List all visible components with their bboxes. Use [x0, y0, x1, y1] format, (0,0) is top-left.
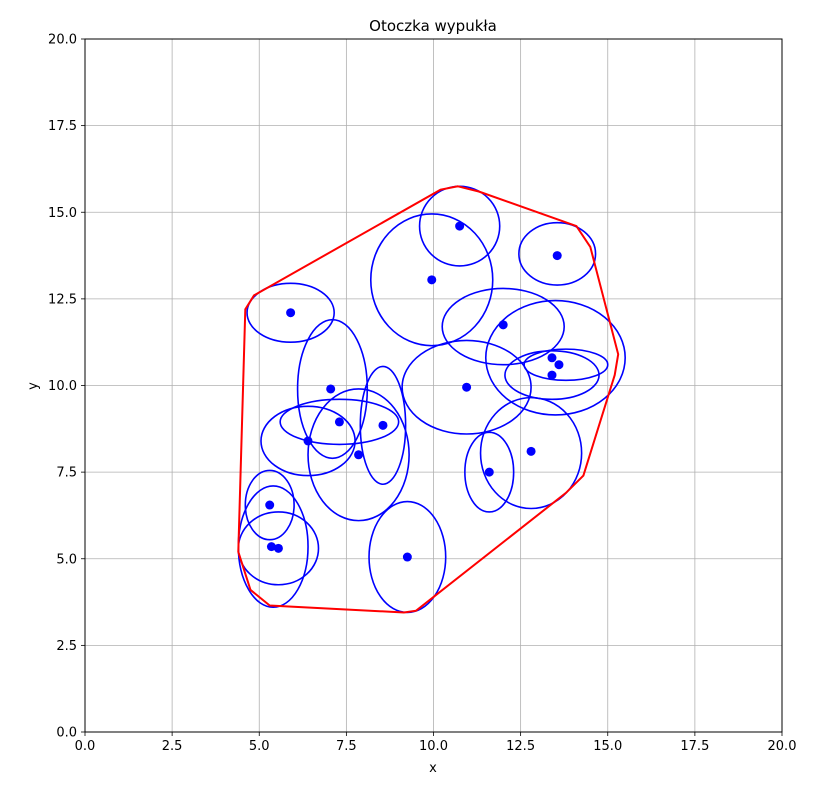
uncertainty-ellipse	[504, 350, 600, 401]
data-point	[526, 446, 536, 456]
data-point	[427, 275, 437, 285]
chart-title: Otoczka wypukła	[369, 17, 497, 35]
uncertainty-ellipse	[479, 396, 583, 510]
data-point	[265, 500, 275, 510]
x-tick-label: 17.5	[680, 739, 709, 754]
uncertainty-ellipse	[296, 318, 369, 460]
uncertainty-ellipse	[244, 469, 295, 541]
convex-hull	[237, 185, 620, 614]
x-tick-label: 20.0	[768, 739, 797, 754]
x-axis-label: x	[429, 761, 437, 776]
y-tick-label: 5.0	[56, 552, 77, 567]
points	[265, 221, 564, 562]
uncertainty-ellipse	[484, 299, 626, 416]
data-point	[484, 467, 494, 477]
uncertainty-ellipse	[307, 388, 410, 522]
uncertainty-ellipse	[246, 282, 335, 343]
data-point	[273, 543, 283, 553]
data-point	[554, 360, 564, 370]
y-axis-label: y	[26, 382, 41, 390]
data-point	[334, 417, 344, 427]
y-tick-label: 0.0	[56, 726, 77, 741]
uncertainty-ellipse	[279, 398, 400, 446]
y-tick-label: 15.0	[48, 206, 77, 221]
x-tick-label: 10.0	[419, 739, 448, 754]
data-point	[462, 382, 472, 392]
data-point	[286, 308, 296, 318]
y-tick-label: 10.0	[48, 379, 77, 394]
data-point	[455, 221, 465, 231]
data-point	[326, 384, 336, 394]
data-point	[547, 370, 557, 380]
x-axis: 0.0 2.5 5.0 7.5 10.0 12.5 15.0 17.5 20.0	[75, 732, 797, 754]
y-tick-label: 17.5	[48, 119, 77, 134]
data-point	[552, 251, 562, 261]
uncertainty-ellipse	[369, 213, 494, 347]
data-point	[266, 542, 276, 552]
x-tick-label: 15.0	[593, 739, 622, 754]
y-tick-label: 12.5	[48, 292, 77, 307]
x-tick-label: 7.5	[336, 739, 357, 754]
uncertainty-ellipse	[441, 287, 565, 366]
x-tick-label: 12.5	[506, 739, 535, 754]
x-tick-label: 0.0	[75, 739, 96, 754]
uncertainty-ellipse	[401, 339, 532, 435]
x-tick-label: 5.0	[249, 739, 270, 754]
y-axis: 0.0 2.5 5.0 7.5 10.0 12.5 15.0 17.5 20.0	[48, 33, 85, 741]
data-point	[354, 450, 364, 460]
data-point	[303, 436, 313, 446]
uncertainty-ellipse	[359, 365, 407, 486]
y-tick-label: 20.0	[48, 33, 77, 48]
y-tick-label: 7.5	[56, 466, 77, 481]
uncertainty-ellipse	[464, 431, 515, 513]
uncertainty-ellipse	[260, 405, 356, 477]
uncertainty-ellipse	[518, 221, 597, 286]
y-tick-label: 2.5	[56, 639, 77, 654]
data-point	[402, 552, 412, 562]
x-tick-label: 2.5	[162, 739, 183, 754]
data-point	[378, 420, 388, 430]
data-point	[498, 320, 508, 330]
data-point	[547, 353, 557, 363]
